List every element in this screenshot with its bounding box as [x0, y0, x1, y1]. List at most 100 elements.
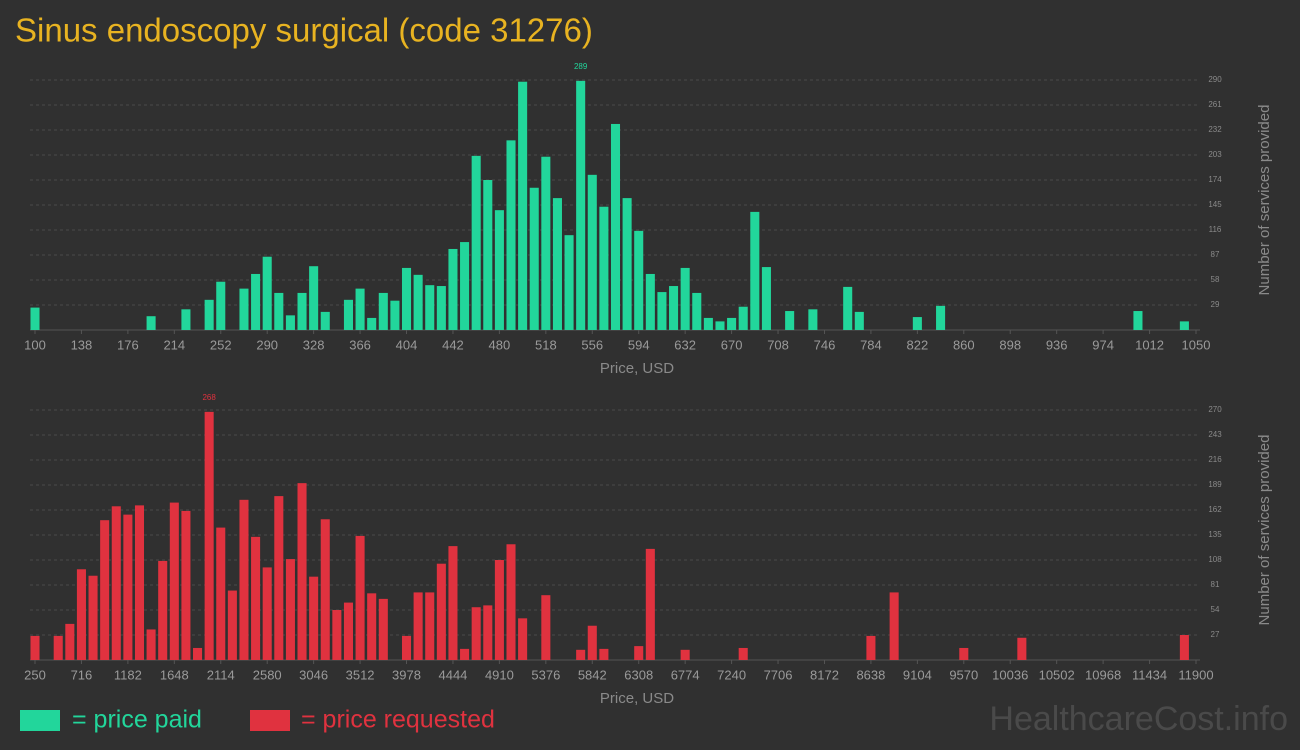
- bar: [471, 607, 481, 660]
- bar: [204, 411, 214, 660]
- bar: [448, 248, 458, 330]
- bar: [808, 309, 818, 330]
- bar: [204, 299, 214, 330]
- bar: [634, 230, 644, 330]
- bar: [297, 292, 307, 330]
- x-tick-label: 9570: [949, 667, 978, 682]
- bar: [169, 502, 179, 660]
- y-tick-label: 87: [1211, 250, 1220, 259]
- bar: [1017, 637, 1027, 660]
- x-tick-label: 746: [814, 337, 836, 352]
- bar: [100, 520, 110, 660]
- bar: [320, 519, 330, 660]
- watermark: HealthcareCost.info: [989, 700, 1288, 738]
- y-tick-label: 203: [1208, 150, 1222, 159]
- x-tick-label: 11434: [1132, 667, 1167, 682]
- y-tick-label: 290: [1208, 75, 1222, 84]
- bar: [285, 559, 295, 660]
- x-tick-label: 3512: [346, 667, 375, 682]
- x-tick-label: 138: [71, 337, 93, 352]
- bar: [355, 288, 365, 330]
- x-tick-label: 252: [210, 337, 232, 352]
- x-tick-label: 5376: [531, 667, 560, 682]
- bar: [146, 316, 156, 330]
- x-tick-label: 10502: [1039, 667, 1075, 682]
- bar: [866, 635, 876, 660]
- bar: [413, 274, 423, 330]
- x-tick-label: 8638: [856, 667, 885, 682]
- x-tick-label: 708: [767, 337, 789, 352]
- x-tick-label: 822: [907, 337, 929, 352]
- x-tick-label: 100: [24, 337, 46, 352]
- bar: [738, 647, 748, 660]
- bar: [506, 140, 516, 330]
- bar: [390, 300, 400, 330]
- bar: [146, 629, 156, 660]
- x-tick-label: 1050: [1182, 337, 1211, 352]
- x-tick-label: 290: [256, 337, 278, 352]
- bar: [309, 576, 319, 660]
- x-tick-label: 632: [674, 337, 696, 352]
- y-tick-label: 216: [1208, 455, 1222, 464]
- bar: [610, 123, 621, 330]
- bar: [727, 317, 737, 330]
- bar: [262, 567, 272, 660]
- bar: [320, 311, 330, 330]
- x-tick-label: 214: [163, 337, 185, 352]
- bar: [657, 292, 667, 330]
- bar: [622, 198, 632, 330]
- bar: [425, 285, 435, 330]
- y-tick-label: 243: [1208, 430, 1222, 439]
- x-tick-label: 176: [117, 337, 139, 352]
- x-tick-label: 4910: [485, 667, 514, 682]
- x-tick-label: 784: [860, 337, 882, 352]
- bar: [332, 610, 342, 660]
- x-tick-label: 1012: [1135, 337, 1164, 352]
- x-tick-label: 366: [349, 337, 371, 352]
- bar: [680, 267, 690, 330]
- bar: [483, 605, 493, 660]
- bar: [645, 548, 655, 660]
- bar: [30, 635, 40, 660]
- y-tick-label: 29: [1211, 300, 1220, 309]
- bar: [1179, 321, 1189, 330]
- bar: [378, 598, 388, 660]
- bar: [401, 267, 412, 330]
- y-tick-label: 54: [1211, 605, 1220, 614]
- bar: [506, 544, 516, 660]
- bar: [1133, 311, 1143, 330]
- bar: [239, 499, 249, 660]
- x-tick-label: 594: [628, 337, 650, 352]
- x-tick-label: 974: [1092, 337, 1114, 352]
- x-tick-label: 936: [1046, 337, 1068, 352]
- bar: [959, 647, 969, 660]
- x-tick-label: 898: [999, 337, 1021, 352]
- bar: [53, 635, 63, 660]
- bar: [251, 536, 261, 660]
- bar: [436, 286, 446, 330]
- bar: [854, 311, 864, 330]
- bar: [123, 514, 133, 660]
- bar: [599, 206, 609, 330]
- chart-title: Sinus endoscopy surgical (code 31276): [15, 12, 593, 49]
- bar: [692, 292, 702, 330]
- x-tick-label: 404: [396, 337, 418, 352]
- bar: [216, 527, 226, 660]
- bar: [378, 292, 388, 330]
- bar: [518, 81, 528, 330]
- bar: [889, 592, 899, 660]
- bar: [65, 623, 75, 660]
- y-tick-label: 135: [1208, 530, 1222, 539]
- bar: [715, 321, 725, 330]
- bar: [448, 546, 458, 660]
- bar: [1179, 635, 1189, 660]
- x-tick-label: 2580: [253, 667, 282, 682]
- bar: [494, 560, 504, 660]
- bar: [88, 575, 98, 660]
- y-tick-label: 116: [1209, 225, 1222, 234]
- bar: [843, 286, 853, 330]
- bar: [634, 646, 644, 660]
- y-tick-label: 270: [1208, 405, 1222, 414]
- y-tick-label: 27: [1211, 630, 1220, 639]
